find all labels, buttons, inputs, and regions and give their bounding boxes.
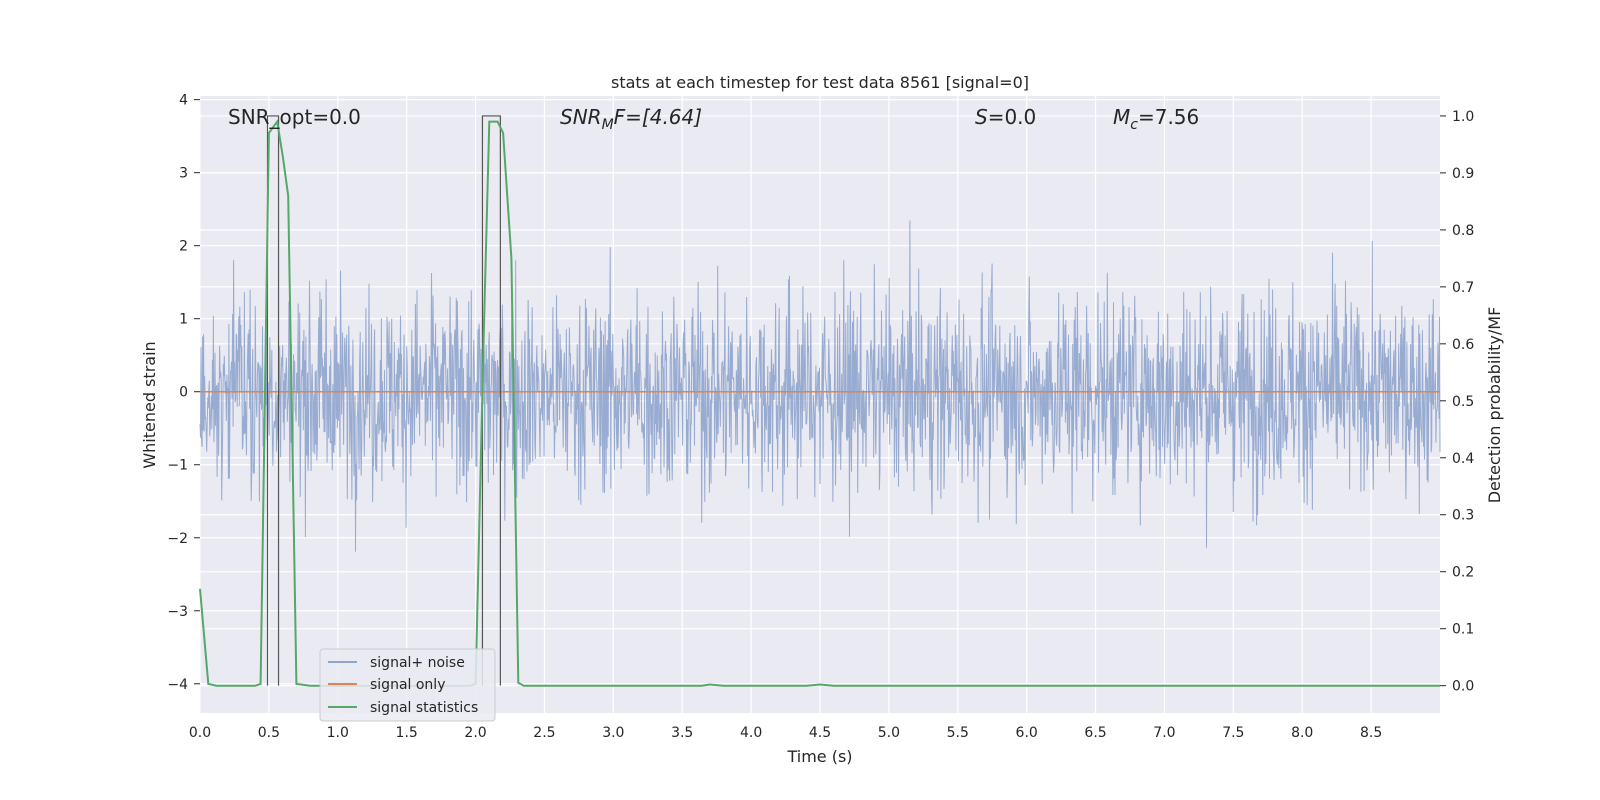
chart-title: stats at each timestep for test data 856…: [611, 73, 1029, 92]
annotation-s: S=0.0: [975, 105, 1036, 129]
x-tick-label: 1.0: [327, 725, 349, 741]
y-right-tick-label: 0.3: [1452, 508, 1474, 524]
signal-statistics-line: [199, 119, 1440, 687]
y-right-axis-ticks: 0.0 0.1 0.2 0.3 0.4 0.5 0.6 0.7 0.8 0.9 1.0: [1440, 109, 1474, 695]
x-tick-label: 4.0: [740, 725, 762, 741]
signal-noise-line: [199, 220, 1441, 552]
x-tick-label: 3.0: [602, 725, 624, 741]
y-right-tick-label: 0.7: [1452, 280, 1474, 296]
x-tick-label: 8.0: [1291, 725, 1313, 741]
y-right-tick-label: 1.0: [1452, 109, 1474, 125]
signal-statistics-series: [199, 119, 1440, 687]
x-tick-label: 5.0: [878, 725, 900, 741]
x-tick-label: 4.5: [809, 725, 831, 741]
legend-label-signal-only: signal only: [370, 677, 445, 693]
x-tick-label: 5.5: [947, 725, 969, 741]
y-right-tick-label: 0.6: [1452, 337, 1474, 353]
y-left-tick-label: 1: [179, 312, 188, 328]
y-left-axis-ticks: 4 3 2 1 0 −1 −2 −3 −4: [167, 93, 200, 693]
x-tick-label: 3.5: [671, 725, 693, 741]
y-left-tick-label: 4: [179, 93, 188, 109]
y-right-tick-label: 0.9: [1452, 166, 1474, 182]
y-right-tick-label: 0.5: [1452, 394, 1474, 410]
annotation-mc: Mc=7.56: [1113, 105, 1199, 133]
y-right-tick-label: 0.8: [1452, 223, 1474, 239]
x-tick-label: 1.5: [396, 725, 418, 741]
x-axis-label: Time (s): [786, 747, 852, 766]
y-right-tick-label: 0.0: [1452, 679, 1474, 695]
legend: signal+ noise signal only signal statist…: [319, 648, 496, 722]
y-left-tick-label: −1: [167, 458, 188, 474]
y-left-tick-label: 0: [179, 385, 188, 401]
legend-label-signal-statistics: signal statistics: [370, 700, 478, 716]
x-tick-label: 6.0: [1016, 725, 1038, 741]
y-right-tick-label: 0.2: [1452, 565, 1474, 581]
trigger-marker: [266, 115, 280, 686]
y-left-tick-label: −4: [167, 677, 188, 693]
annotation-snr-opt: SNR_opt=0.0: [228, 105, 361, 129]
y-right-tick-label: 0.1: [1452, 622, 1474, 638]
y-left-tick-label: −3: [167, 604, 188, 620]
legend-box: [319, 648, 496, 722]
x-tick-label: 6.5: [1084, 725, 1106, 741]
y-left-tick-label: 3: [179, 166, 188, 182]
signal-noise-series: [199, 220, 1441, 552]
x-axis-ticks: 0.0 0.5 1.0 1.5 2.0 2.5 3.0 3.5 4.0 4.5 5.0 5.5 6.0 6…: [189, 725, 1382, 741]
x-tick-label: 0.0: [189, 725, 211, 741]
x-tick-label: 8.5: [1360, 725, 1382, 741]
x-tick-label: 0.5: [258, 725, 280, 741]
y-left-axis-label: Whitened strain: [140, 341, 159, 468]
legend-label-signal-noise: signal+ noise: [370, 655, 465, 671]
y-right-axis-label: Detection probability/MF: [1485, 307, 1504, 504]
y-right-tick-label: 0.4: [1452, 451, 1474, 467]
annotation-snr-mf: SNRMF=[4.64]: [560, 105, 702, 133]
x-tick-label: 2.0: [464, 725, 486, 741]
x-tick-label: 7.0: [1153, 725, 1175, 741]
y-left-tick-label: −2: [167, 531, 188, 547]
y-left-tick-label: 2: [179, 239, 188, 255]
x-tick-label: 7.5: [1222, 725, 1244, 741]
x-tick-label: 2.5: [533, 725, 555, 741]
